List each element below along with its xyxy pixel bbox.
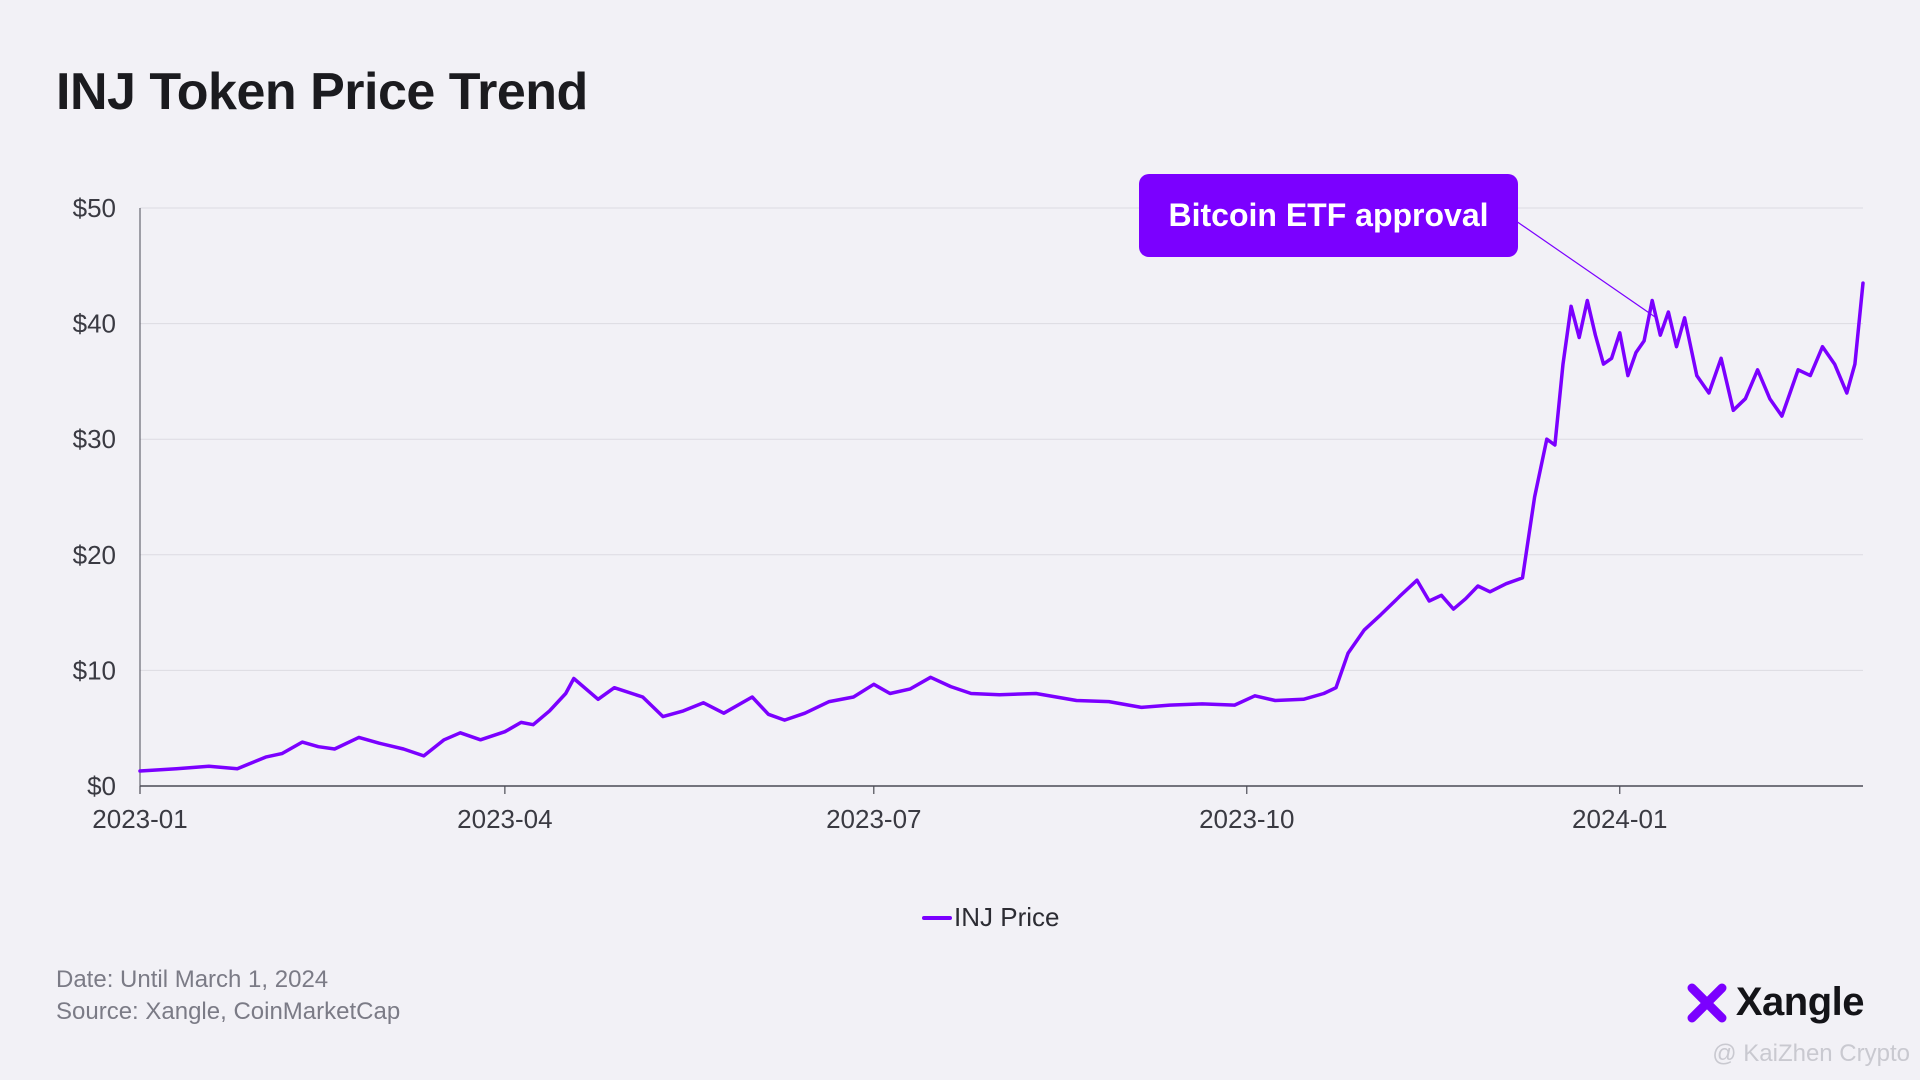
- brand-name: Xangle: [1735, 980, 1865, 1024]
- annotation-bitcoin-etf-approval: Bitcoin ETF approval: [1139, 174, 1518, 257]
- x-tick-label: 2024-01: [1572, 804, 1667, 834]
- x-tick-label: 2023-07: [826, 804, 921, 834]
- x-tick-label: 2023-04: [457, 804, 552, 834]
- annotation-connector: [1515, 220, 1657, 319]
- series-line-inj-price: [138, 281, 1865, 773]
- x-tick-label: 2023-10: [1199, 804, 1294, 834]
- y-tick-label: $10: [73, 655, 116, 685]
- legend-label: INJ Price: [954, 902, 1060, 932]
- xangle-logo-icon: [1687, 983, 1727, 1022]
- footer-date: Date: Until March 1, 2024: [56, 966, 329, 993]
- y-axis-ticks: $0 $10 $20 $30 $40 $50: [73, 193, 116, 801]
- footer-source: Source: Xangle, CoinMarketCap: [56, 998, 401, 1025]
- x-axis-ticks: 2023-01 2023-04 2023-07 2023-10 2024-01: [92, 786, 1667, 834]
- y-tick-label: $40: [73, 309, 116, 339]
- legend: INJ Price: [922, 902, 1059, 933]
- grid-lines: [140, 207, 1863, 671]
- chart-title: INJ Token Price Trend: [56, 63, 588, 121]
- brand-logo: Xangle: [1686, 980, 1865, 1025]
- watermark: @ KaiZhen Crypto: [1712, 1040, 1910, 1067]
- y-tick-label: $0: [87, 771, 116, 801]
- footer-notes: Date: Until March 1, 2024 Source: Xangle…: [56, 964, 400, 1028]
- y-tick-label: $50: [73, 193, 116, 223]
- y-tick-label: $20: [73, 540, 116, 570]
- x-tick-label: 2023-01: [92, 804, 187, 834]
- legend-swatch: [922, 915, 952, 920]
- y-tick-label: $30: [73, 424, 116, 454]
